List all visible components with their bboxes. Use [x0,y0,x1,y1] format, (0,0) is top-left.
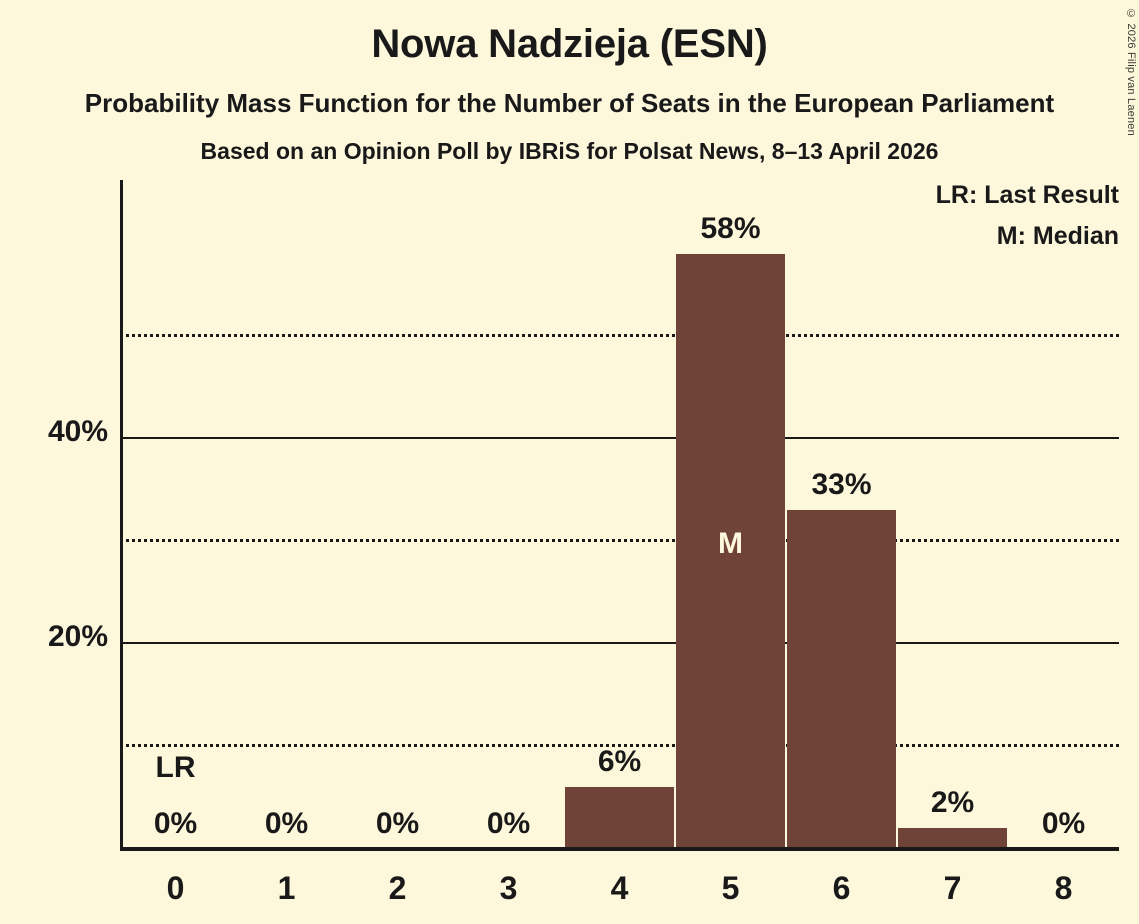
gridline-30 [120,539,1119,543]
chart-subtitle: Probability Mass Function for the Number… [84,88,1055,118]
legend-entry-lr: LR: Last Result [935,181,1119,209]
bar-value-label: 58% [700,211,761,245]
copyright-notice: © 2026 Filip van Laenen [1125,8,1137,136]
bar-value-label: 0% [1041,807,1086,840]
y-tick-label-40: 40% [47,414,108,448]
x-tick-label-5: 5 [721,870,740,906]
x-tick-label-2: 2 [388,870,407,906]
legend-entry-m: M: Median [996,222,1119,250]
x-tick-label-0: 0 [166,870,185,906]
bar-value-label: 0% [264,807,309,840]
bar [565,787,674,849]
x-tick-label-1: 1 [277,870,296,906]
chart-title: Nowa Nadzieja (ESN) [371,22,768,66]
chart-source-line: Based on an Opinion Poll by IBRiS for Po… [200,138,939,164]
x-tick-label-4: 4 [610,870,629,906]
gridline-40 [120,436,1119,439]
x-axis-line [120,847,1119,851]
x-tick-label-8: 8 [1054,870,1073,906]
bar [676,253,785,849]
plot-area: 0% LR 0% 0% 0% 6% 58% M 33% 2% 0% [120,180,1119,851]
x-tick-label-7: 7 [943,870,962,906]
bar-value-label: 6% [597,745,642,779]
y-axis-line [120,180,123,851]
chart-legend: LR: Last Result M: Median [936,183,1119,265]
x-tick-label-3: 3 [499,870,518,906]
bar-value-label: 0% [486,807,531,840]
x-tick-label-6: 6 [832,870,851,906]
bar-marker-last-result: LR [155,751,196,784]
bar-marker-median: M [718,527,743,561]
bar-value-label: 0% [153,807,198,840]
bar [787,510,896,849]
gridline-50 [120,333,1119,337]
gridline-10 [120,744,1119,748]
bar-value-label: 0% [375,807,420,840]
y-tick-label-20: 20% [47,619,108,653]
bar [898,828,1007,849]
gridline-20 [120,641,1119,644]
bar-value-label: 2% [930,786,975,820]
bar-value-label: 33% [811,468,872,502]
